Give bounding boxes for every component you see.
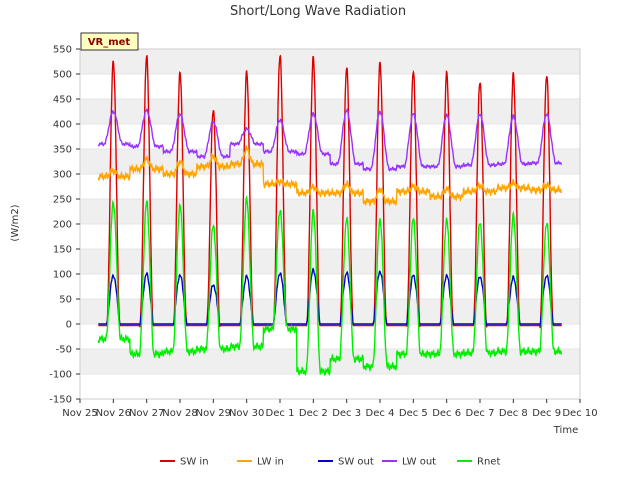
y-tick-label: 300 <box>53 170 72 181</box>
y-tick-label: 500 <box>53 70 72 81</box>
legend-item-lw-out: LW out <box>382 457 436 468</box>
x-tick-label: Dec 5 <box>399 408 428 419</box>
x-tick-label: Dec 10 <box>562 408 597 419</box>
x-tick-label: Dec 7 <box>466 408 495 419</box>
x-tick-label: Dec 1 <box>266 408 295 419</box>
x-tick-label: Dec 2 <box>299 408 328 419</box>
x-tick-label: Nov 26 <box>96 408 131 419</box>
legend-item-sw-in: SW in <box>160 457 209 468</box>
y-tick-label: -100 <box>49 370 72 381</box>
x-tick-label: Nov 30 <box>229 408 264 419</box>
legend-label: LW out <box>402 457 436 468</box>
y-tick-label: -150 <box>49 395 72 406</box>
x-tick-label: Dec 3 <box>332 408 361 419</box>
series-lines <box>97 54 563 376</box>
x-tick-label: Nov 27 <box>129 408 164 419</box>
y-axis-title: (W/m2) <box>10 204 21 241</box>
legend-label: LW in <box>257 457 284 468</box>
x-tick-label: Dec 6 <box>432 408 461 419</box>
legend-label: SW in <box>180 457 209 468</box>
series-line-lw-in <box>97 144 563 208</box>
x-tick-label: Nov 28 <box>162 408 197 419</box>
legend-label: Rnet <box>477 457 500 468</box>
grid-band <box>80 249 580 274</box>
y-tick-label: 400 <box>53 120 72 131</box>
station-badge-box <box>80 32 139 51</box>
legend-label: SW out <box>338 457 374 468</box>
y-tick-label: 250 <box>53 195 72 206</box>
y-tick-labels: -150 -100 -50 0 50 100 150 200 250 300 350 400 450 50… <box>49 45 80 406</box>
series-line-rnet <box>97 195 563 376</box>
chart-title: Short/Long Wave Radiation <box>230 4 406 19</box>
y-tick-label: -50 <box>56 345 72 356</box>
legend-item-lw-in: LW in <box>237 457 284 468</box>
series-line-lw-out <box>97 108 562 172</box>
grid-band <box>80 49 580 74</box>
y-tick-label: 100 <box>53 270 72 281</box>
y-tick-label: 0 <box>66 320 72 331</box>
grid-band <box>80 99 580 124</box>
station-label: VR_met <box>88 37 131 48</box>
y-tick-label: 200 <box>53 220 72 231</box>
grid-band <box>80 299 580 324</box>
y-tick-label: 450 <box>53 95 72 106</box>
x-tick-label: Dec 9 <box>532 408 561 419</box>
grid-band <box>80 199 580 224</box>
legend: SW in LW in SW out LW out Rnet <box>160 457 500 468</box>
x-tick-label: Dec 4 <box>366 408 395 419</box>
series-line-sw-in <box>98 54 562 329</box>
y-tick-label: 550 <box>53 45 72 56</box>
y-tick-label: 150 <box>53 245 72 256</box>
y-tick-label: 50 <box>59 295 72 306</box>
y-tick-label: 350 <box>53 145 72 156</box>
station-badge: VR_met <box>80 32 139 51</box>
x-axis-title: Time <box>553 425 578 436</box>
legend-item-rnet: Rnet <box>457 457 500 468</box>
x-tick-label: Nov 25 <box>62 408 97 419</box>
x-tick-label: Dec 8 <box>499 408 528 419</box>
legend-item-sw-out: SW out <box>318 457 374 468</box>
x-tick-label: Nov 29 <box>196 408 231 419</box>
